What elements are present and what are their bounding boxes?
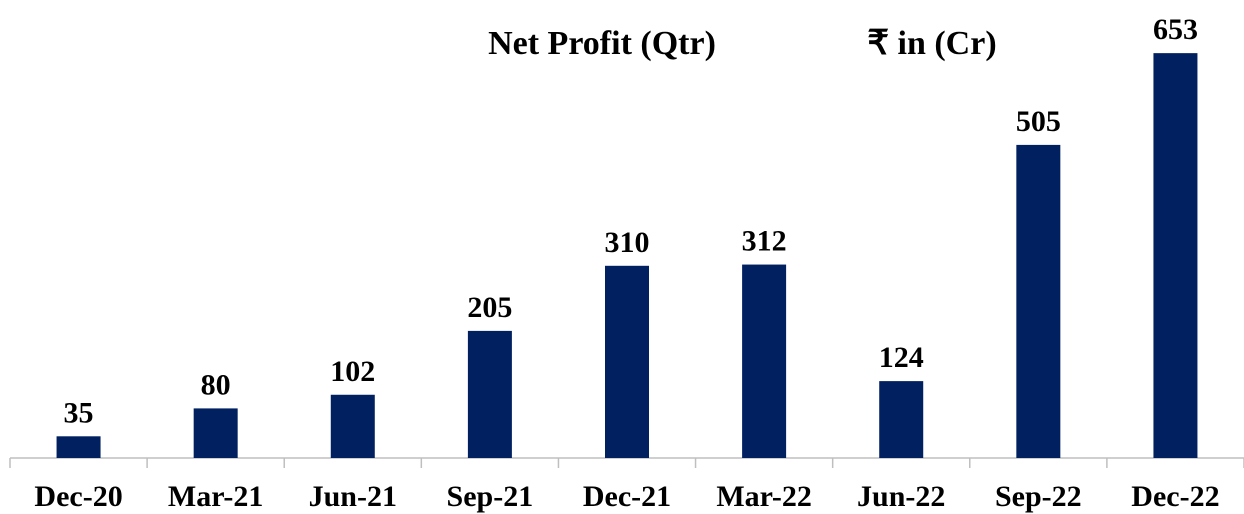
- data-label: 312: [742, 225, 787, 258]
- chart-title: Net Profit (Qtr): [488, 25, 716, 62]
- bar: [742, 264, 787, 458]
- x-tick-label: Jun-22: [857, 480, 945, 513]
- x-tick-label: Dec-22: [1131, 480, 1219, 513]
- data-label: 205: [467, 291, 512, 324]
- x-tick-label: Mar-21: [168, 480, 264, 513]
- x-tick-label: Dec-20: [34, 480, 122, 513]
- bar: [193, 408, 238, 458]
- x-tick-label: Sep-22: [995, 480, 1082, 513]
- bar: [467, 330, 512, 458]
- x-tick-label: Jun-21: [309, 480, 397, 513]
- x-tick-label: Mar-22: [716, 480, 812, 513]
- bar: [1153, 53, 1198, 458]
- data-label: 35: [64, 396, 94, 429]
- chart-subtitle: ₹ in (Cr): [867, 25, 996, 62]
- data-label: 505: [1016, 105, 1061, 138]
- data-label: 80: [201, 368, 231, 401]
- bar: [330, 394, 375, 458]
- x-tick-label: Dec-21: [583, 480, 671, 513]
- data-label: 310: [605, 226, 650, 259]
- data-label: 124: [879, 341, 924, 374]
- data-label: 102: [330, 355, 375, 388]
- bar: [1016, 144, 1061, 458]
- bar: [879, 381, 924, 458]
- bar: [56, 436, 101, 458]
- data-label: 653: [1153, 13, 1198, 46]
- bar: [605, 265, 649, 458]
- x-tick-label: Sep-21: [447, 480, 534, 513]
